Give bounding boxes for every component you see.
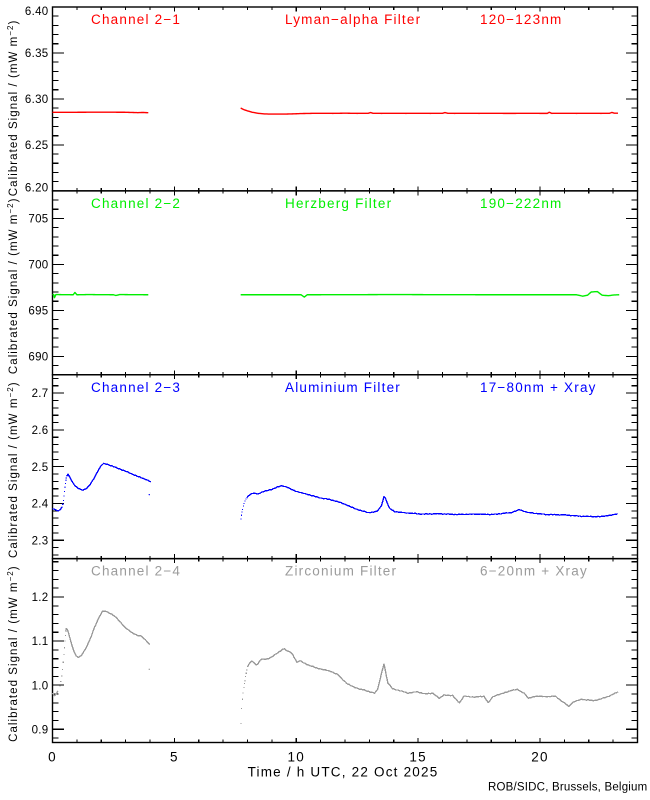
svg-text:700: 700 (28, 260, 48, 272)
svg-text:Calibrated Signal / (mW m−2): Calibrated Signal / (mW m−2) (6, 20, 20, 197)
svg-text:15: 15 (409, 749, 426, 764)
svg-text:2.5: 2.5 (32, 462, 49, 474)
svg-text:17−80nm + Xray: 17−80nm + Xray (480, 380, 597, 395)
svg-text:190−222nm: 190−222nm (480, 196, 563, 211)
svg-text:690: 690 (28, 351, 48, 363)
svg-text:6.30: 6.30 (25, 94, 49, 106)
svg-text:Channel 2−1: Channel 2−1 (91, 12, 181, 27)
svg-text:2.7: 2.7 (32, 388, 49, 400)
svg-text:6.25: 6.25 (25, 140, 49, 152)
svg-text:1.1: 1.1 (32, 636, 49, 648)
svg-text:1.0: 1.0 (32, 680, 49, 692)
svg-text:Herzberg Filter: Herzberg Filter (285, 196, 392, 211)
svg-text:Zirconium Filter: Zirconium Filter (285, 564, 397, 579)
svg-text:5: 5 (170, 749, 179, 764)
svg-text:2.3: 2.3 (32, 535, 49, 547)
svg-text:6.35: 6.35 (25, 48, 49, 60)
svg-text:Calibrated Signal / (mW m−2): Calibrated Signal / (mW m−2) (6, 381, 20, 558)
svg-text:0.9: 0.9 (32, 724, 49, 736)
svg-text:Channel 2−4: Channel 2−4 (91, 564, 181, 579)
svg-text:0: 0 (48, 749, 57, 764)
svg-text:Channel 2−3: Channel 2−3 (91, 380, 181, 395)
svg-text:6−20nm + Xray: 6−20nm + Xray (480, 564, 588, 579)
svg-text:Channel 2−2: Channel 2−2 (91, 196, 181, 211)
svg-text:1.2: 1.2 (32, 592, 49, 604)
svg-text:695: 695 (28, 305, 48, 317)
svg-text:10: 10 (288, 749, 305, 764)
svg-text:Calibrated Signal / (mW m−2): Calibrated Signal / (mW m−2) (6, 198, 20, 375)
svg-text:705: 705 (28, 214, 48, 226)
svg-text:2.4: 2.4 (32, 499, 49, 511)
svg-text:120−123nm: 120−123nm (480, 12, 563, 27)
svg-text:6.20: 6.20 (25, 183, 49, 195)
svg-text:Time / h UTC, 22 Oct 2025: Time / h UTC, 22 Oct 2025 (248, 765, 439, 780)
svg-text:2.6: 2.6 (32, 425, 49, 437)
svg-text:Aluminium Filter: Aluminium Filter (285, 380, 401, 395)
svg-text:20: 20 (531, 749, 548, 764)
svg-text:ROB/SIDC, Brussels, Belgium: ROB/SIDC, Brussels, Belgium (488, 782, 647, 794)
svg-text:6.40: 6.40 (25, 6, 49, 18)
svg-text:Lyman−alpha Filter: Lyman−alpha Filter (285, 12, 421, 27)
svg-text:Calibrated Signal / (mW m−2): Calibrated Signal / (mW m−2) (6, 565, 20, 742)
